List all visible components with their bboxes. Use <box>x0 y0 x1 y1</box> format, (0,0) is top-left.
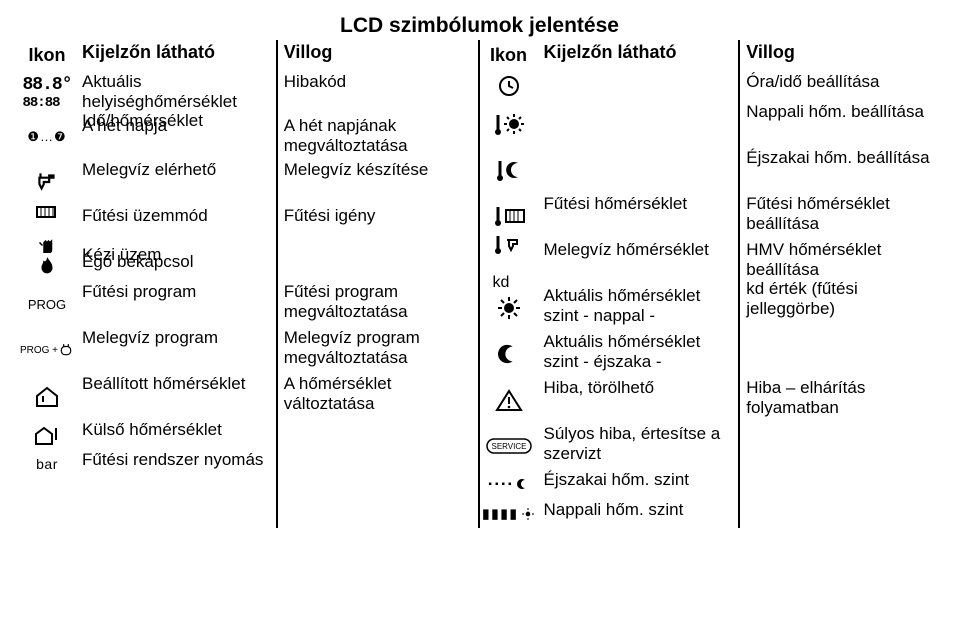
visible-cell: Aktuális hőmérséklet szint - nappal - <box>544 284 733 330</box>
left-blink-column: Villog HibakódA hét napjának megváltozta… <box>276 40 478 528</box>
blink-cell: Fűtési hőmérséklet beállítása <box>746 192 935 238</box>
col-header-blink: Villog <box>746 40 935 70</box>
blink-cell <box>746 498 935 528</box>
visible-cell: Külső hőmérséklet <box>82 418 270 448</box>
visible-cell: Melegvíz hőmérséklet <box>544 238 733 284</box>
right-half: Ikon kd SERVICE ▪▪▪▪▮▮▮▮ Kijelzőn látható … <box>480 40 942 528</box>
icon-cell <box>18 372 76 418</box>
blink-cell: Éjszakai hőm. beállítása <box>746 146 935 192</box>
blink-cell: Melegvíz készítése <box>284 158 472 204</box>
visible-cell: Éjszakai hőm. szint <box>544 468 733 498</box>
visible-cell: Fűtési program <box>82 280 270 326</box>
visible-cell: Aktuális helyiséghőmérsékletIdő/hőmérsék… <box>82 70 270 114</box>
right-blink-column: Villog Óra/idő beállításaNappali hőm. be… <box>738 40 941 528</box>
visible-cell <box>544 146 733 192</box>
left-visible-column: Kijelzőn látható Aktuális helyiséghőmérs… <box>76 40 276 528</box>
visible-cell: Súlyos hiba, értesítse a szervizt <box>544 422 733 468</box>
table-wrap: Ikon 88.8°88:88❶…❼ PROGPROG + bar Kijelző… <box>18 40 941 528</box>
blink-cell: Hiba – elhárítás folyamatban <box>746 376 935 422</box>
col-header-visible: Kijelzőn látható <box>544 40 733 70</box>
col-header-icon: Ikon <box>18 40 76 70</box>
icon-cell <box>18 204 76 250</box>
right-icon-column: Ikon kd SERVICE ▪▪▪▪▮▮▮▮ <box>480 40 538 528</box>
visible-cell: Melegvíz program <box>82 326 270 372</box>
icon-cell <box>480 330 538 376</box>
icon-cell: ❶…❼ <box>18 114 76 158</box>
blink-cell <box>284 418 472 448</box>
icon-cell: kd <box>480 238 538 284</box>
page-title: LCD szimbólumok jelentése <box>18 14 941 38</box>
icon-cell <box>480 376 538 422</box>
icon-cell <box>18 418 76 448</box>
blink-cell <box>284 448 472 478</box>
visible-cell: Aktuális hőmérséklet szint - éjszaka - <box>544 330 733 376</box>
visible-cell: Nappali hőm. szint <box>544 498 733 528</box>
icon-cell <box>480 284 538 330</box>
visible-cell: Fűtési hőmérséklet <box>544 192 733 238</box>
icon-cell: PROG + <box>18 326 76 372</box>
icon-cell: ▮▮▮▮ <box>480 498 538 528</box>
blink-cell <box>746 422 935 468</box>
visible-cell: Égő bekapcsol <box>82 250 270 280</box>
right-visible-column: Kijelzőn látható Fűtési hőmérsékletMeleg… <box>538 40 739 528</box>
icon-cell <box>480 70 538 100</box>
icon-cell <box>480 100 538 146</box>
icon-cell: ▪▪▪▪ <box>480 468 538 498</box>
icon-cell <box>18 250 76 280</box>
visible-cell: Hiba, törölhető <box>544 376 733 422</box>
col-header-visible: Kijelzőn látható <box>82 40 270 70</box>
visible-cell <box>544 70 733 100</box>
blink-cell: A hét napjának megváltoztatása <box>284 114 472 158</box>
visible-cell: Fűtési rendszer nyomás <box>82 448 270 478</box>
blink-cell <box>284 250 472 280</box>
icon-cell <box>18 158 76 204</box>
visible-cell: Beállított hőmérséklet <box>82 372 270 418</box>
blink-cell: Fűtési program megváltoztatása <box>284 280 472 326</box>
visible-cell: Melegvíz elérhető <box>82 158 270 204</box>
icon-cell <box>480 192 538 238</box>
col-header-blink: Villog <box>284 40 472 70</box>
blink-cell: HMV hőmérséklet beállításakd érték (fűté… <box>746 238 935 284</box>
blink-cell <box>746 468 935 498</box>
icon-cell: 88.8°88:88 <box>18 70 76 114</box>
left-half: Ikon 88.8°88:88❶…❼ PROGPROG + bar Kijelző… <box>18 40 480 528</box>
icon-cell: PROG <box>18 280 76 326</box>
icon-cell: SERVICE <box>480 422 538 468</box>
left-icon-column: Ikon 88.8°88:88❶…❼ PROGPROG + bar <box>18 40 76 528</box>
svg-text:SERVICE: SERVICE <box>491 442 526 451</box>
blink-cell: Nappali hőm. beállítása <box>746 100 935 146</box>
blink-cell: Melegvíz program megváltoztatása <box>284 326 472 372</box>
visible-cell: Fűtési üzemmódKézi üzem <box>82 204 270 250</box>
blink-cell <box>746 330 935 376</box>
blink-cell: A hőmérséklet változtatása <box>284 372 472 418</box>
blink-cell: Fűtési igény <box>284 204 472 250</box>
col-header-icon: Ikon <box>480 40 538 70</box>
icon-cell <box>480 146 538 192</box>
icon-cell: bar <box>18 448 76 478</box>
blink-cell: Óra/idő beállítása <box>746 70 935 100</box>
visible-cell <box>544 100 733 146</box>
blink-cell: Hibakód <box>284 70 472 114</box>
